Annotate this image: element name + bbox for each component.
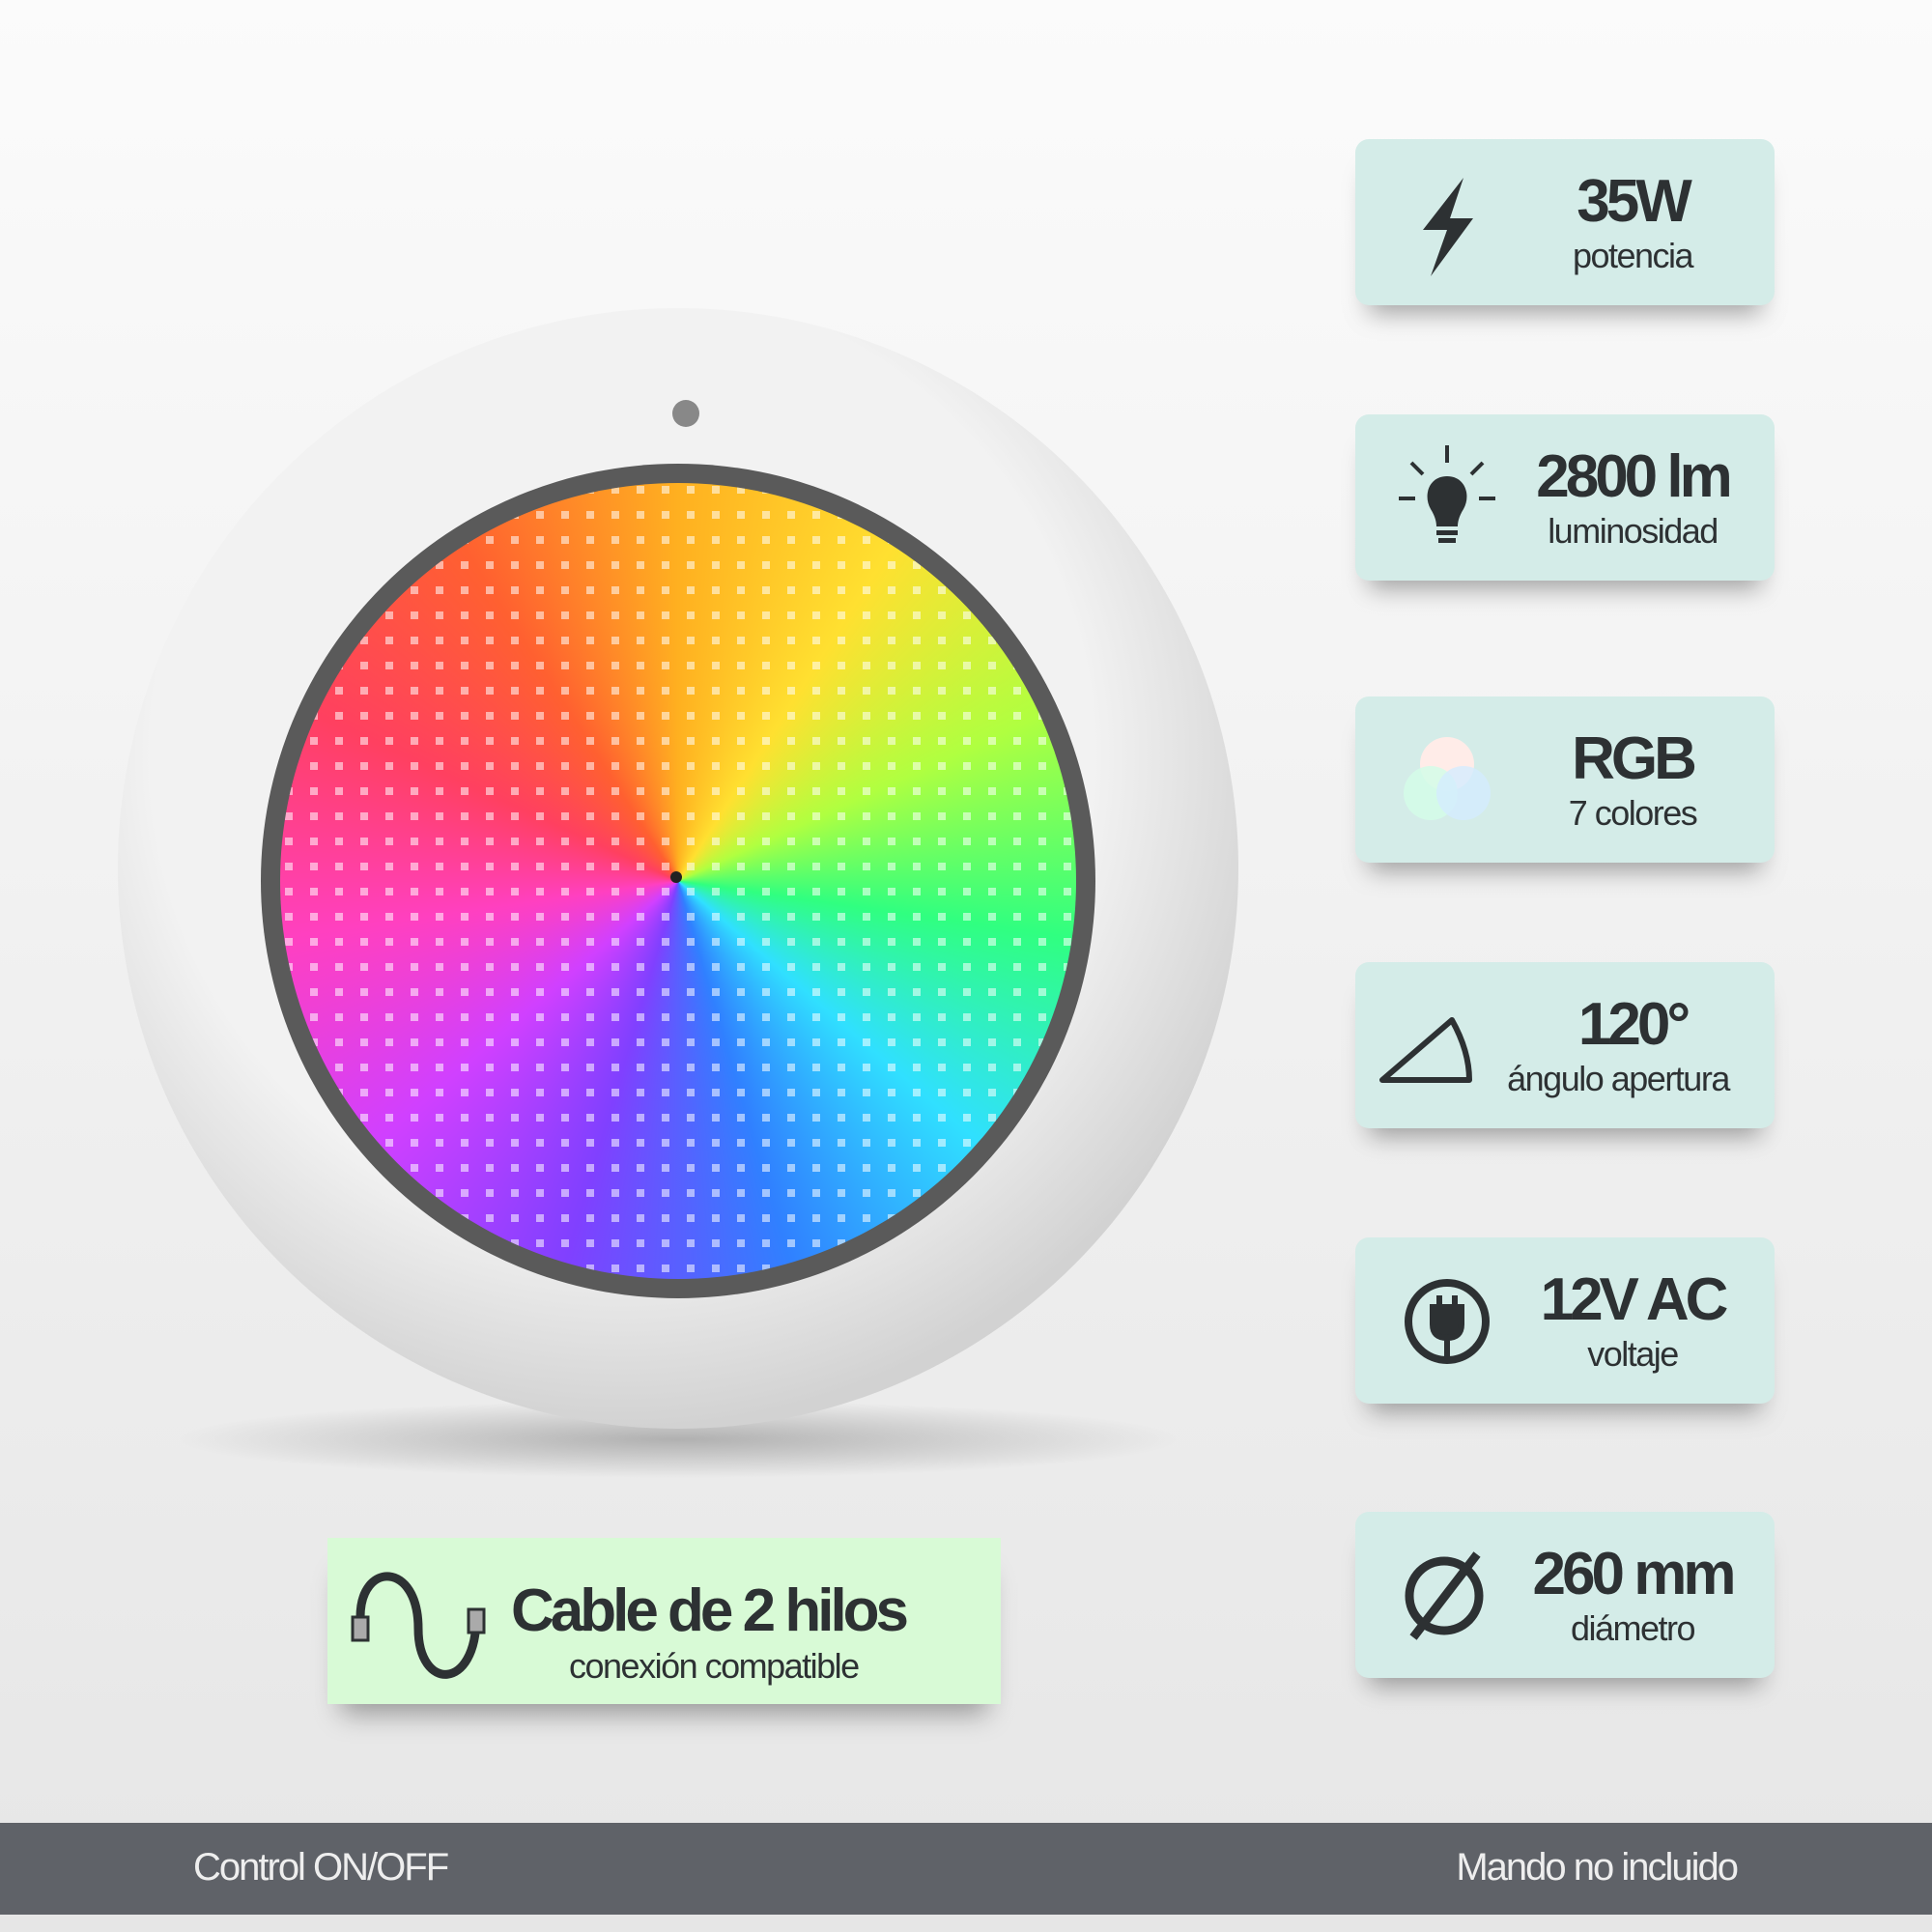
spec-value: RGB — [1572, 725, 1697, 792]
led-pool-light-image — [118, 308, 1238, 1478]
cable-subtitle: conexión compatible — [569, 1646, 860, 1686]
spec-value: 2800 lm — [1536, 443, 1733, 510]
cable-card: Cable de 2 hilos conexión compatible — [327, 1538, 1001, 1704]
spec-value: 12V AC — [1540, 1266, 1729, 1333]
spec-card-rgb: RGB 7 colores — [1355, 696, 1775, 863]
spec-value: 120° — [1577, 991, 1690, 1058]
lightning-icon — [1423, 178, 1473, 276]
spec-card-voltage: 12V AC voltaje — [1355, 1237, 1775, 1404]
spec-value: 35W — [1577, 168, 1691, 235]
lightbulb-icon — [1399, 445, 1495, 543]
rgb-circles-icon — [1404, 737, 1491, 820]
spec-label: potencia — [1572, 236, 1694, 275]
spec-label: voltaje — [1587, 1334, 1679, 1374]
cable-icon — [351, 1572, 486, 1679]
spec-value: 260 mm — [1532, 1541, 1737, 1607]
diameter-icon — [1405, 1551, 1484, 1640]
footer-left-text: Control ON/OFF — [193, 1846, 449, 1889]
spec-card-luminosity: 2800 lm luminosidad — [1355, 414, 1775, 581]
spec-card-diameter: 260 mm diámetro — [1355, 1512, 1775, 1678]
angle-triangle-icon — [1379, 1017, 1472, 1083]
plug-icon — [1405, 1279, 1490, 1364]
spec-label: luminosidad — [1548, 511, 1719, 551]
cable-title: Cable de 2 hilos — [511, 1577, 909, 1644]
spec-label: diámetro — [1570, 1608, 1696, 1648]
spec-card-angle: 120° ángulo apertura — [1355, 962, 1775, 1128]
footer-right-text: Mando no incluido — [1456, 1846, 1739, 1889]
spec-label: ángulo apertura — [1507, 1059, 1730, 1098]
spec-label: 7 colores — [1568, 793, 1698, 833]
footer-bar: Control ON/OFF Mando no incluido — [0, 1823, 1932, 1915]
spec-card-power: 35W potencia — [1355, 139, 1775, 305]
